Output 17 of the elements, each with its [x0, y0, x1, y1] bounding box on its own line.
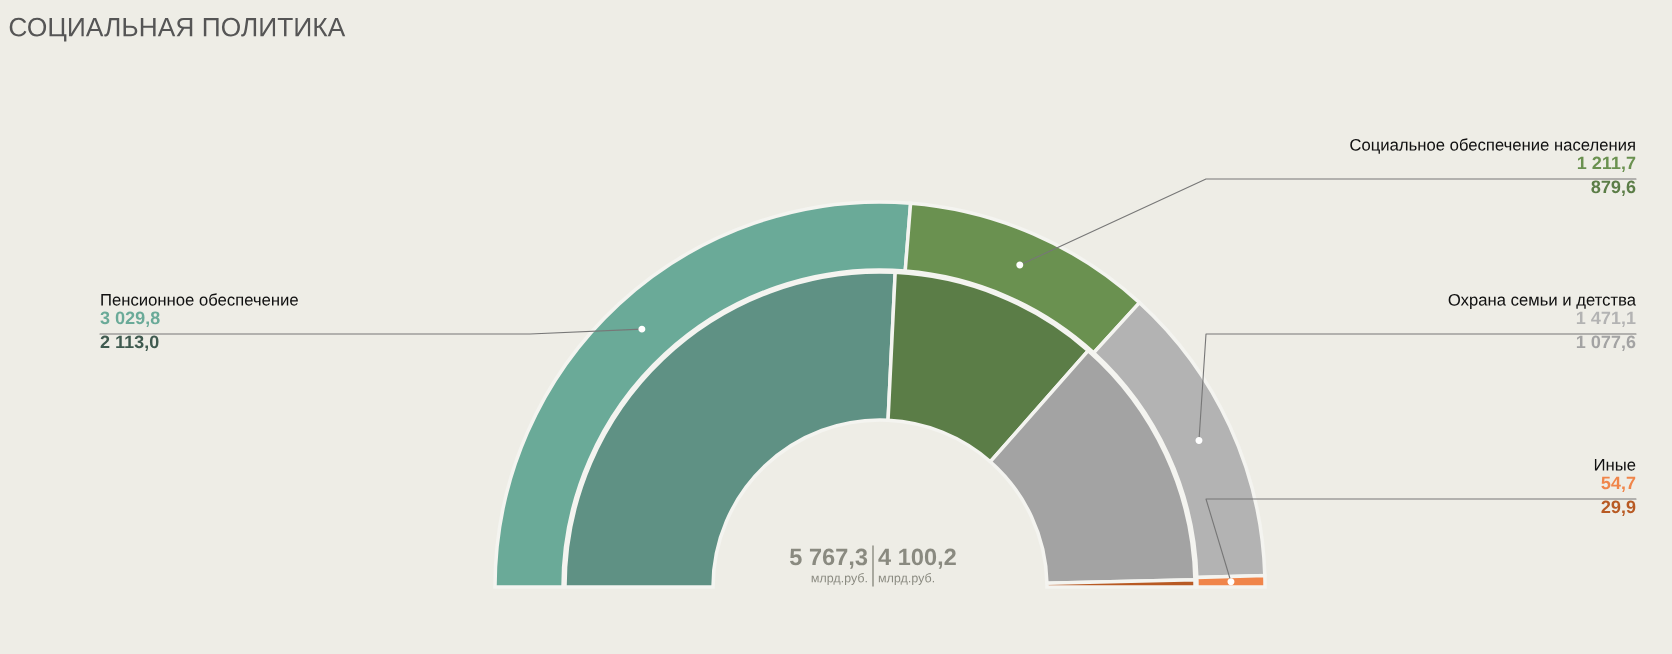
data-label: 29,9	[1601, 500, 1636, 516]
text: млрд.руб.	[811, 573, 867, 585]
data-label: 3 029,8	[100, 311, 160, 327]
slice-label: Иные	[1594, 459, 1636, 471]
text: 4 100,2	[878, 548, 956, 569]
data-label: 54,7	[1601, 476, 1636, 492]
chart-title: СОЦИАЛЬНАЯ ПОЛИТИКА	[9, 17, 346, 42]
data-label: 2 113,0	[100, 335, 159, 351]
data-label: 879,6	[1591, 180, 1636, 196]
slice-label: Социальное обеспечение населения	[1350, 138, 1635, 154]
text: млрд.руб.	[878, 573, 935, 585]
slice-label: Пенсионное обеспечение	[101, 293, 298, 306]
text: 5 767,3	[789, 548, 868, 569]
data-label: 1 077,6	[1576, 335, 1636, 351]
slice-label: Охрана семьи и детства	[1448, 293, 1637, 309]
data-label: 1 211,7	[1577, 156, 1636, 172]
data-label: 1 471,1	[1576, 311, 1636, 327]
